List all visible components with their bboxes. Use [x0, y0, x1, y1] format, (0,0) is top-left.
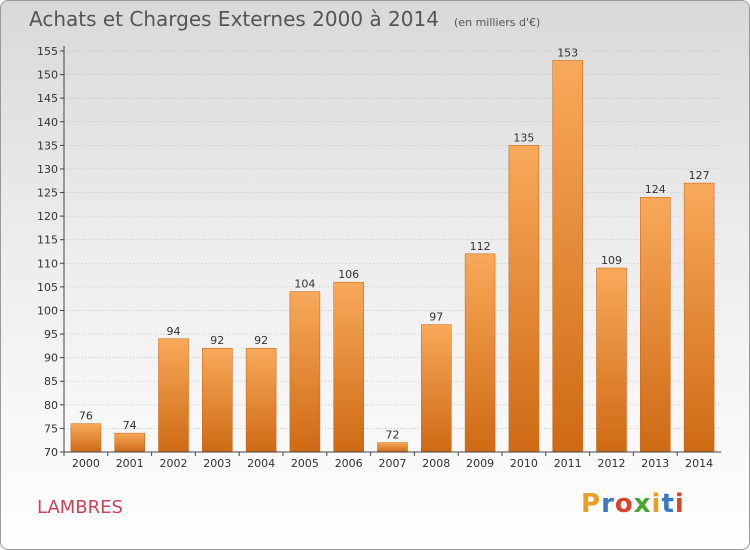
y-tick-label: 125 [37, 187, 58, 200]
bar-2013 [640, 196, 671, 453]
y-tick-label: 105 [37, 281, 58, 294]
x-tick-label-2013: 2013 [641, 457, 669, 470]
bars [70, 60, 715, 453]
x-tick-label-2006: 2006 [335, 457, 363, 470]
data-label-2000: 76 [79, 410, 93, 423]
y-tick-label: 150 [37, 69, 58, 82]
chart-subtitle: (en milliers d'€) [454, 16, 541, 29]
logo-letter: r [601, 489, 615, 519]
x-tick-label-2012: 2012 [598, 457, 626, 470]
y-tick-label: 120 [37, 210, 58, 223]
proxiti-logo: Proxiti [581, 489, 685, 519]
x-tick-label-2008: 2008 [422, 457, 450, 470]
bar-2012 [596, 267, 627, 453]
y-tick-label: 75 [44, 422, 58, 435]
x-tick-label-2000: 2000 [72, 457, 100, 470]
data-label-2003: 92 [210, 334, 224, 347]
logo-letter: x [633, 489, 652, 519]
data-label-2002: 94 [167, 325, 181, 338]
data-label-2006: 106 [338, 268, 359, 281]
data-label-2013: 124 [645, 183, 666, 196]
y-tick-label: 110 [37, 257, 58, 270]
y-tick-label: 155 [37, 45, 58, 58]
data-label-2012: 109 [601, 254, 622, 267]
data-label-2007: 72 [386, 429, 400, 442]
axes [60, 46, 721, 456]
x-tick-label-2004: 2004 [247, 457, 275, 470]
x-tick-label-2014: 2014 [685, 457, 713, 470]
x-tick-label-2007: 2007 [379, 457, 407, 470]
commune-name: LAMBRES [37, 497, 123, 518]
data-label-2005: 104 [294, 278, 315, 291]
bar-2006 [333, 281, 364, 453]
bar-2005 [289, 291, 321, 453]
y-tick-label: 85 [44, 375, 58, 388]
title-row: Achats et Charges Externes 2000 à 2014 (… [29, 7, 540, 31]
bar-2000 [70, 423, 102, 453]
y-tick-label: 135 [37, 139, 58, 152]
data-label-2008: 97 [429, 311, 443, 324]
y-tick-label: 140 [37, 116, 58, 129]
y-tick-label: 115 [37, 234, 58, 247]
bar-2008 [421, 324, 452, 453]
y-tick-label: 145 [37, 92, 58, 105]
x-tick-label-2011: 2011 [554, 457, 582, 470]
data-label-2014: 127 [689, 169, 710, 182]
bar-2004 [245, 347, 277, 453]
y-tick-label: 100 [37, 304, 58, 317]
y-tick-label: 130 [37, 163, 58, 176]
x-tick-label-2010: 2010 [510, 457, 538, 470]
y-tick-label: 95 [44, 328, 58, 341]
bar-2011 [552, 60, 583, 453]
x-tick-label-2005: 2005 [291, 457, 319, 470]
logo-letter: t [661, 489, 675, 519]
labels: 70 75 80 85 90 95 100 105 110 115 120 125 130 135 140 1… [37, 45, 713, 470]
x-tick-label-2002: 2002 [160, 457, 188, 470]
bar-2014 [683, 182, 715, 453]
x-tick-label-2001: 2001 [116, 457, 144, 470]
data-label-2001: 74 [123, 419, 137, 432]
y-tick-label: 70 [44, 446, 58, 459]
logo-letter: i [651, 489, 662, 519]
x-tick-label-2009: 2009 [466, 457, 494, 470]
bar-2003 [202, 347, 233, 453]
bar-2007 [377, 442, 408, 453]
data-label-2011: 153 [557, 46, 578, 59]
bar-2002 [158, 338, 189, 453]
logo-letter: o [614, 489, 634, 519]
x-tick-label-2003: 2003 [203, 457, 231, 470]
data-label-2009: 112 [470, 240, 491, 253]
data-label-2004: 92 [254, 334, 268, 347]
y-tick-label: 80 [44, 399, 58, 412]
data-label-2010: 135 [513, 131, 534, 144]
bar-2001 [114, 432, 145, 453]
y-tick-label: 90 [44, 352, 58, 365]
logo-letter: P [581, 489, 602, 519]
bar-2010 [508, 145, 540, 453]
chart-title: Achats et Charges Externes 2000 à 2014 [29, 7, 439, 31]
logo-letter: i [674, 489, 685, 519]
bar-2009 [464, 253, 496, 453]
